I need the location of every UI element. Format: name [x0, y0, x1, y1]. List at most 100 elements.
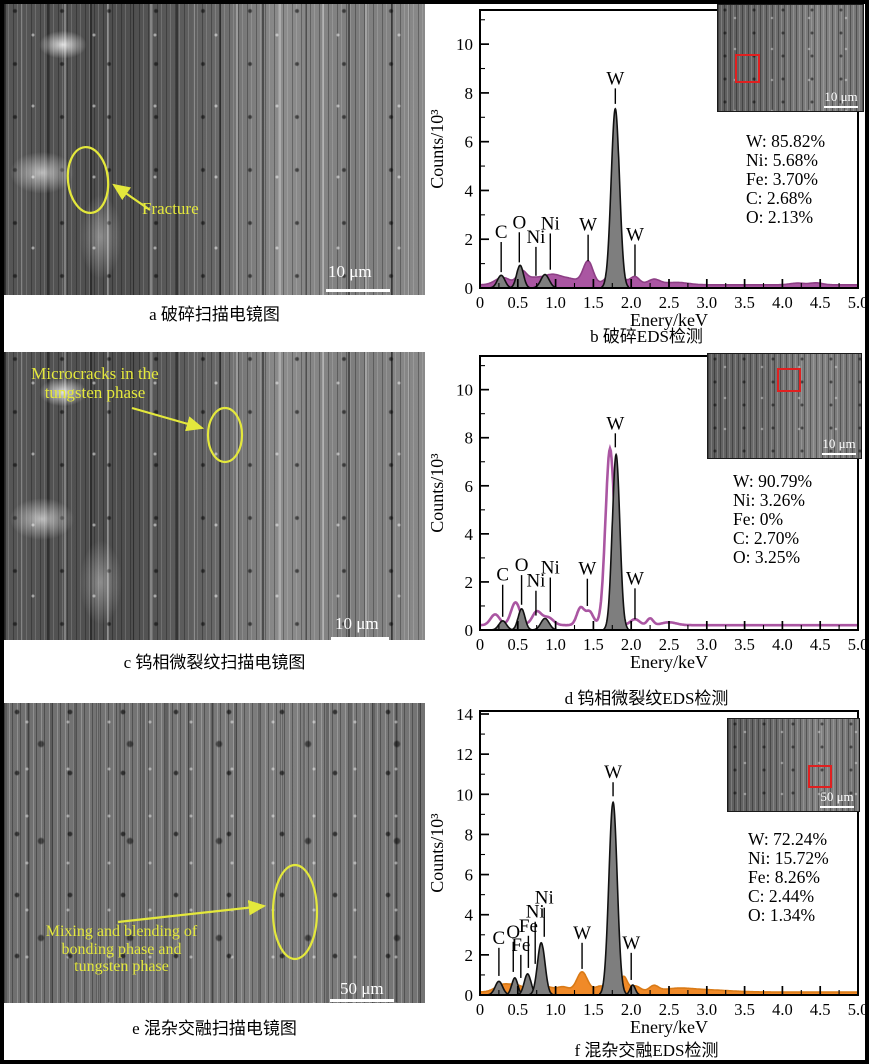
svg-text:6: 6: [465, 477, 474, 496]
svg-text:12: 12: [456, 745, 473, 764]
microcracks-arrow: [131, 406, 205, 432]
svg-text:Fe: Fe: [511, 935, 530, 956]
composition-line: W: 90.79%: [733, 471, 813, 491]
composition-list-f: W: 72.24% Ni: 15.72% Fe: 8.26% C: 2.44% …: [748, 830, 829, 925]
svg-text:8: 8: [465, 84, 474, 103]
svg-text:W: W: [573, 923, 591, 944]
svg-text:O: O: [515, 555, 529, 576]
caption-panel-c: c 钨相微裂纹扫描电镜图: [123, 653, 306, 672]
svg-text:3.0: 3.0: [696, 635, 717, 654]
svg-text:Counts/10³: Counts/10³: [428, 813, 447, 893]
composition-line: O: 2.13%: [746, 207, 814, 227]
scale-bar-label: 10 μm: [335, 614, 379, 633]
scale-bar-label: 10 μm: [328, 262, 372, 281]
eds-chart-block-f: C O Fe Fe Ni Ni W W W 0 0.5 1.0 1.5 2.0 2.5 3.0 3.5 4.0 4.…: [427, 705, 865, 1041]
inset-scale-line: [824, 106, 858, 108]
svg-text:Ni: Ni: [535, 888, 554, 909]
svg-text:Ni: Ni: [526, 571, 545, 592]
svg-text:1.5: 1.5: [583, 635, 604, 654]
composition-list-b: W: 85.82% Ni: 5.68% Fe: 3.70% C: 2.68% O…: [746, 132, 825, 227]
microcracks-annotation-overlay: [131, 406, 244, 464]
annotation-line: tungsten phase: [44, 383, 146, 402]
inset-scale-bar: 50 μm: [820, 790, 854, 808]
svg-text:W: W: [606, 68, 624, 89]
inset-scale-bar: 10 μm: [824, 90, 858, 108]
svg-text:Fe: Fe: [519, 916, 538, 937]
svg-text:3.0: 3.0: [696, 1000, 717, 1019]
composition-line: C: 2.70%: [733, 528, 800, 548]
eds-location-inset-f: 50 μm: [727, 718, 860, 812]
svg-text:3.5: 3.5: [734, 293, 755, 312]
inset-scale-bar: 10 μm: [822, 437, 856, 455]
svg-text:0.5: 0.5: [507, 293, 528, 312]
svg-text:1.0: 1.0: [545, 293, 566, 312]
eds-chart-block-d: C O Ni Ni W W W 0 0.5 1.0 1.5 2.0 2.5 3.0 3.5 4.0 4.5 5. 0…: [427, 350, 865, 676]
fracture-arrow: [112, 183, 151, 211]
svg-text:1.0: 1.0: [545, 635, 566, 654]
svg-text:5.0: 5.0: [848, 635, 865, 654]
svg-text:Enery/keV: Enery/keV: [630, 652, 708, 672]
svg-text:C: C: [493, 928, 506, 949]
svg-text:4.0: 4.0: [772, 635, 793, 654]
svg-text:4.0: 4.0: [772, 1000, 793, 1019]
caption-panel-f: f 混杂交融EDS检测: [574, 1041, 719, 1060]
annotation-mixing-label: Mixing and blending of bonding phase and…: [24, 923, 219, 976]
svg-text:0: 0: [465, 279, 474, 298]
svg-text:4.5: 4.5: [810, 1000, 831, 1019]
svg-text:Ni: Ni: [541, 213, 560, 234]
svg-text:Enery/keV: Enery/keV: [630, 1017, 708, 1037]
svg-text:0.5: 0.5: [507, 635, 528, 654]
svg-text:8: 8: [465, 825, 474, 844]
caption-panel-b: b 破碎EDS检测: [590, 327, 703, 346]
composition-line: Fe: 8.26%: [748, 867, 820, 887]
svg-text:2.0: 2.0: [621, 1000, 642, 1019]
composition-line: C: 2.44%: [748, 886, 815, 906]
svg-text:2.5: 2.5: [659, 293, 680, 312]
svg-text:2.5: 2.5: [659, 635, 680, 654]
svg-text:10: 10: [456, 785, 473, 804]
analysis-region-box: [776, 367, 801, 393]
svg-text:5.0: 5.0: [848, 1000, 865, 1019]
svg-text:3.5: 3.5: [734, 1000, 755, 1019]
svg-text:0.5: 0.5: [507, 1000, 528, 1019]
microcracks-ellipse-marker: [206, 406, 244, 464]
composition-line: Ni: 5.68%: [746, 150, 818, 170]
eds-chart-block-b: C O Ni Ni W W W 0 0.5 1.0 1.5 2.0 2.5 3.0 3.5 4.0 4.5 5. 0…: [427, 4, 865, 334]
svg-text:5.0: 5.0: [848, 293, 865, 312]
svg-text:6: 6: [465, 133, 474, 152]
annotation-line: bonding phase and: [61, 940, 182, 958]
composition-line: Fe: 3.70%: [746, 169, 818, 189]
svg-text:W: W: [626, 224, 644, 245]
svg-text:Counts/10³: Counts/10³: [428, 453, 447, 533]
composition-line: Fe: 0%: [733, 509, 784, 529]
svg-text:2: 2: [465, 230, 474, 249]
svg-text:W: W: [578, 559, 596, 580]
svg-text:0: 0: [476, 1000, 484, 1019]
scale-bar-line: [326, 289, 390, 292]
svg-text:C: C: [495, 222, 508, 243]
svg-text:3.0: 3.0: [696, 293, 717, 312]
annotation-line: Microcracks in the: [31, 364, 159, 383]
composition-list-d: W: 90.79% Ni: 3.26% Fe: 0% C: 2.70% O: 3…: [733, 472, 812, 567]
svg-text:4: 4: [465, 181, 474, 200]
svg-text:8: 8: [465, 429, 474, 448]
composition-line: O: 1.34%: [748, 905, 816, 925]
svg-text:W: W: [579, 215, 597, 236]
inset-scale-label: 10 μm: [824, 89, 858, 104]
sem-image-fracture: Fracture 10 μm: [4, 4, 425, 295]
svg-text:4: 4: [465, 906, 474, 925]
svg-text:2: 2: [465, 573, 474, 592]
svg-text:0: 0: [476, 635, 484, 654]
svg-text:Enery/keV: Enery/keV: [630, 310, 708, 330]
svg-text:6: 6: [465, 866, 474, 885]
svg-text:3.5: 3.5: [734, 635, 755, 654]
svg-text:14: 14: [456, 705, 474, 724]
sem-image-microcracks: Microcracks in the tungsten phase 10 μm: [4, 352, 425, 640]
svg-text:0: 0: [476, 293, 484, 312]
svg-text:1.0: 1.0: [545, 1000, 566, 1019]
composition-line: W: 85.82%: [746, 131, 826, 151]
